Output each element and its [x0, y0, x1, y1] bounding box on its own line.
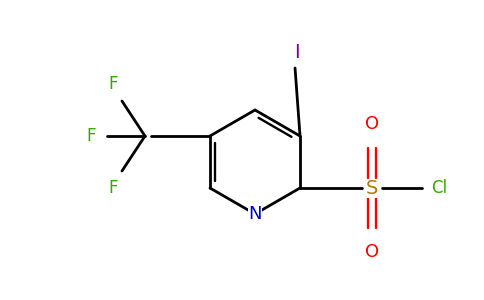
- Text: N: N: [248, 205, 262, 223]
- Text: F: F: [108, 75, 118, 93]
- Text: F: F: [86, 127, 96, 145]
- Text: O: O: [365, 243, 379, 261]
- Text: F: F: [108, 179, 118, 197]
- Text: Cl: Cl: [431, 179, 447, 197]
- Text: O: O: [365, 115, 379, 133]
- Text: S: S: [366, 178, 378, 197]
- Text: I: I: [294, 43, 300, 61]
